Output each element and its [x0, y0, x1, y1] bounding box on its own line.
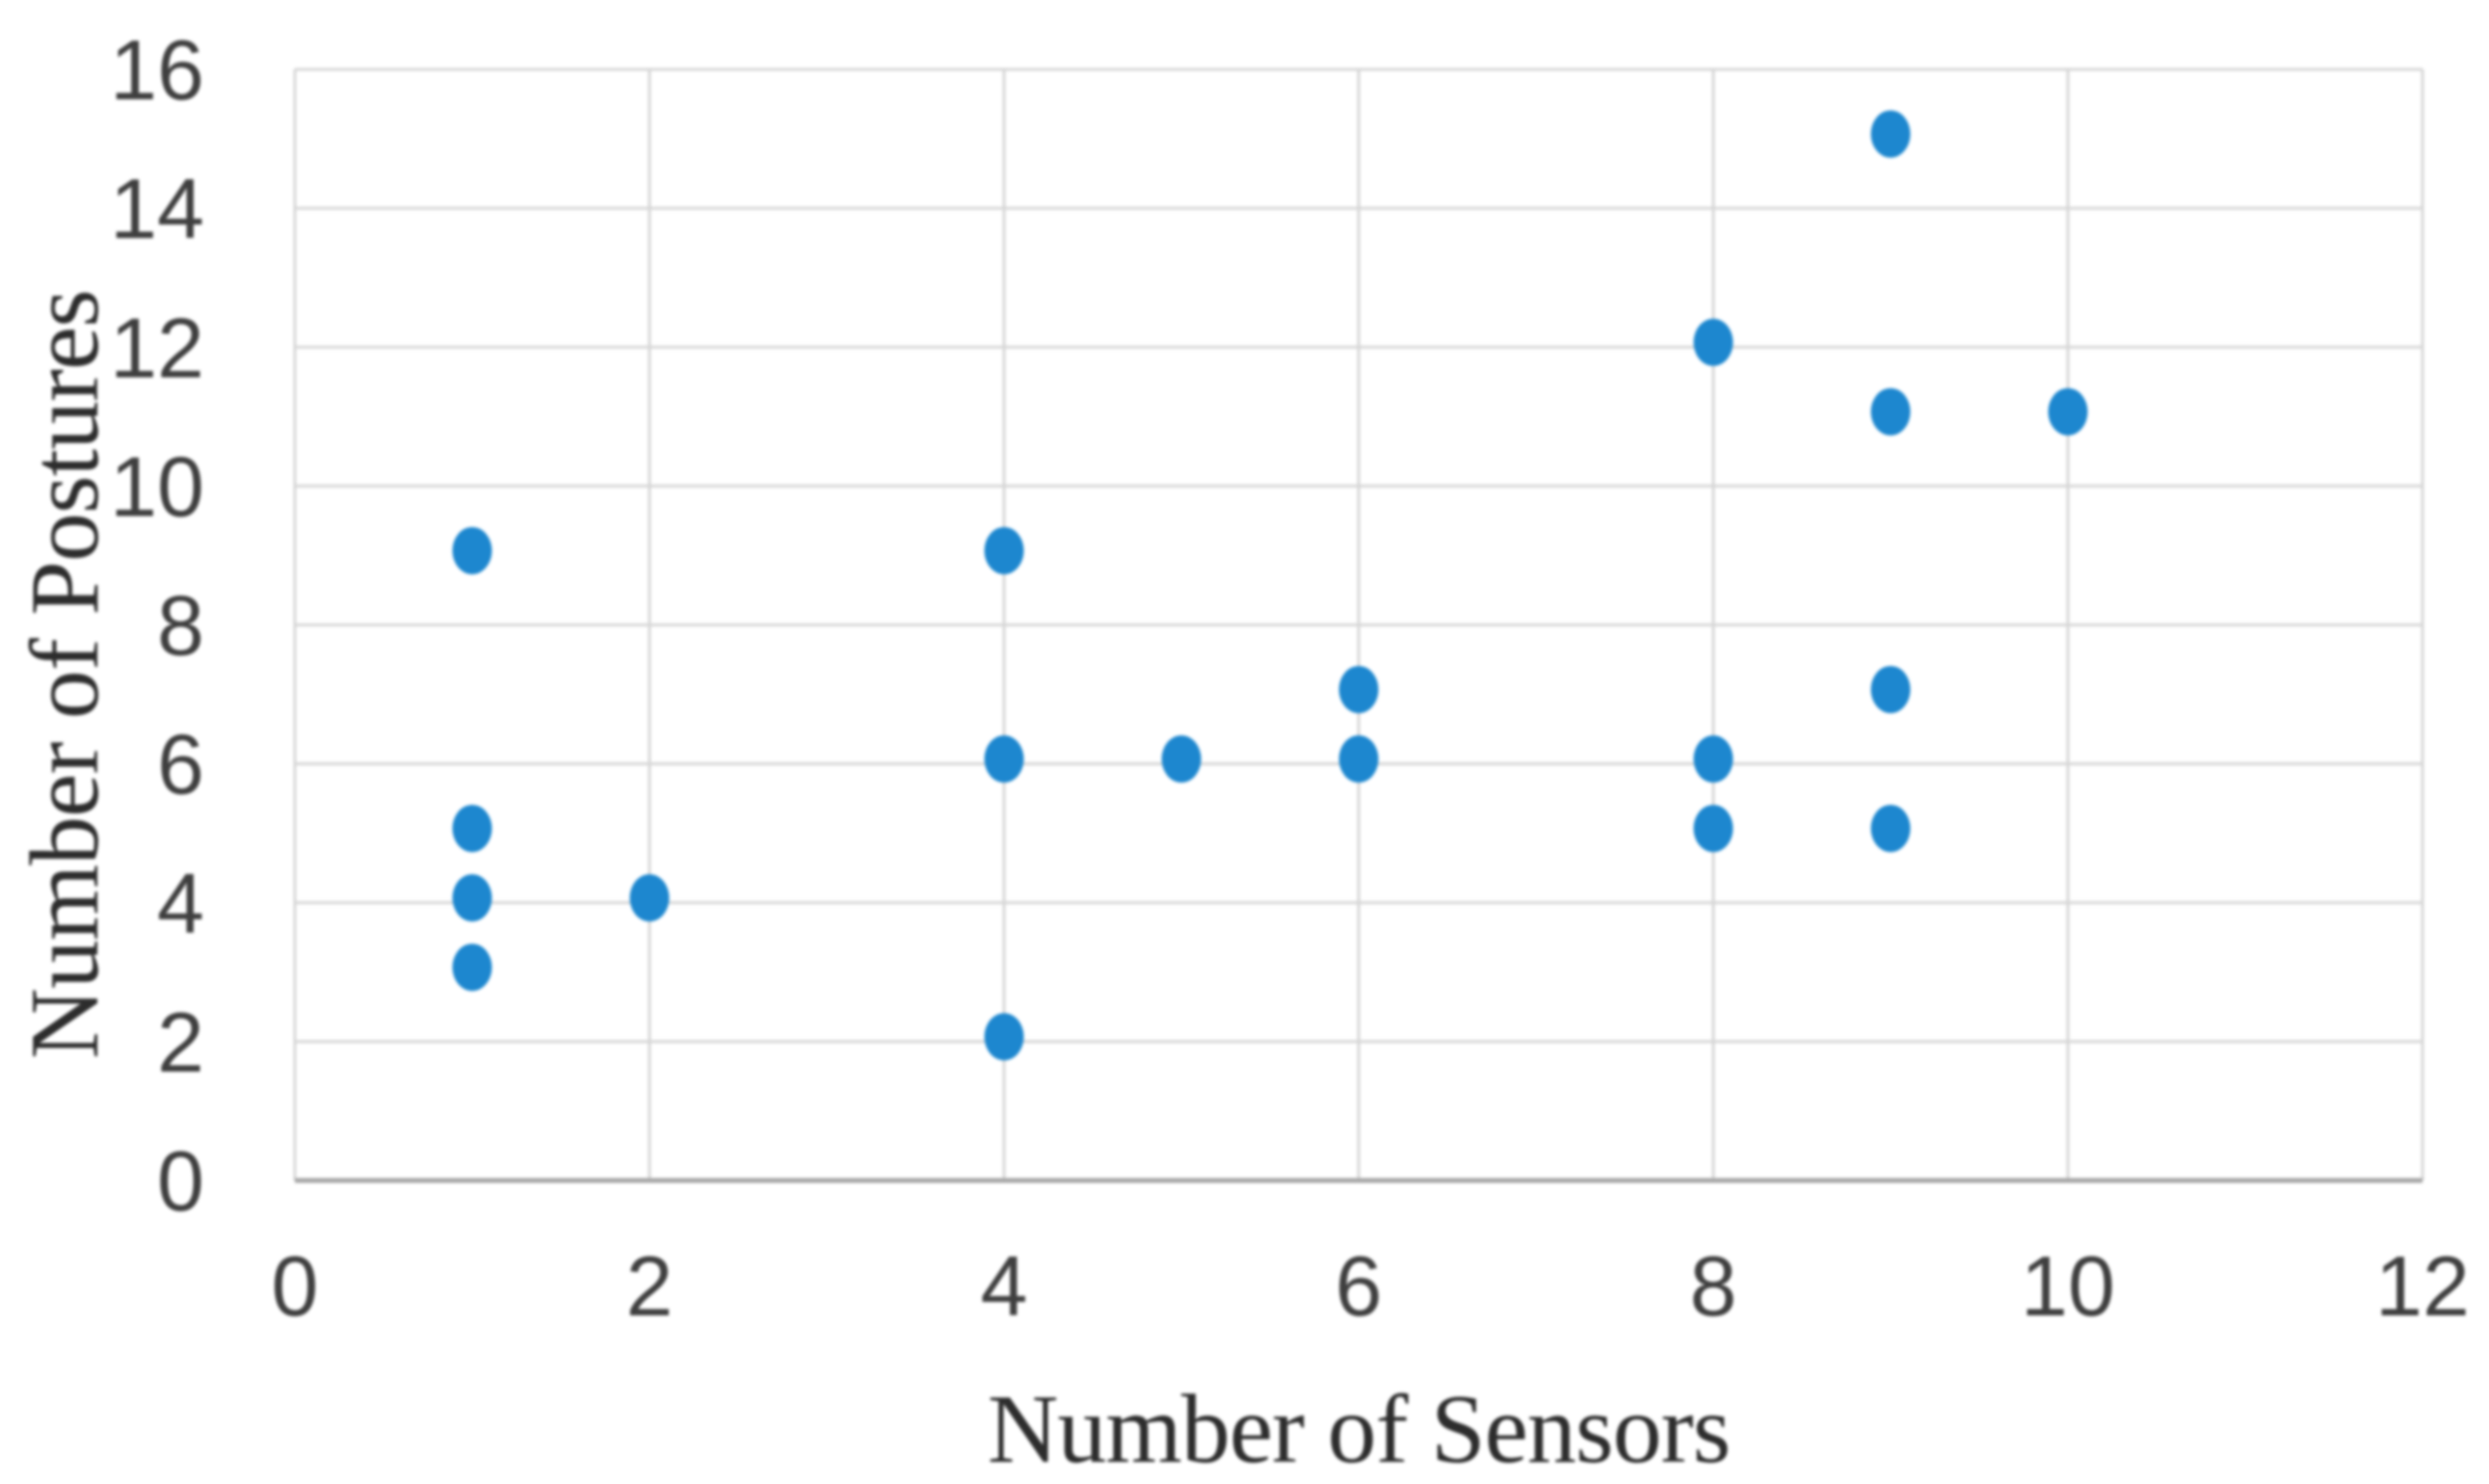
y-tick-label: 4: [157, 856, 204, 951]
data-point: [2048, 387, 2088, 436]
x-tick-label: 2: [626, 1238, 674, 1334]
data-point: [1870, 110, 1911, 158]
x-axis-title: Number of Sensors: [987, 1375, 1732, 1484]
x-tick-label: 10: [2021, 1238, 2115, 1334]
y-tick-label: 0: [157, 1133, 204, 1229]
y-tick-label: 14: [110, 161, 204, 256]
data-point: [1693, 735, 1734, 783]
data-point: [1870, 387, 1911, 436]
x-tick-label: 6: [1336, 1238, 1383, 1334]
data-point: [1338, 666, 1379, 714]
data-point: [1693, 318, 1734, 366]
x-tick-label: 8: [1690, 1238, 1737, 1334]
data-point: [452, 805, 492, 853]
x-tick-label: 4: [981, 1238, 1028, 1334]
data-point: [1870, 666, 1911, 714]
data-point: [1338, 735, 1379, 783]
x-tick-label: 0: [272, 1238, 319, 1334]
data-point: [452, 874, 492, 922]
y-tick-label: 12: [110, 300, 204, 395]
data-point: [984, 735, 1024, 783]
data-point: [629, 874, 670, 922]
data-point: [452, 943, 492, 992]
data-point: [1161, 735, 1202, 783]
y-axis-title: Number of Postures: [11, 290, 119, 1059]
data-point: [1870, 805, 1911, 853]
data-point: [1693, 805, 1734, 853]
y-tick-label: 2: [157, 994, 204, 1090]
data-point: [984, 1013, 1024, 1061]
y-tick-label: 10: [110, 438, 204, 534]
data-point: [984, 526, 1024, 574]
y-tick-label: 8: [157, 578, 204, 674]
y-tick-label: 6: [157, 717, 204, 812]
x-tick-label: 12: [2375, 1238, 2470, 1334]
data-point: [452, 526, 492, 574]
y-tick-label: 16: [110, 22, 204, 118]
